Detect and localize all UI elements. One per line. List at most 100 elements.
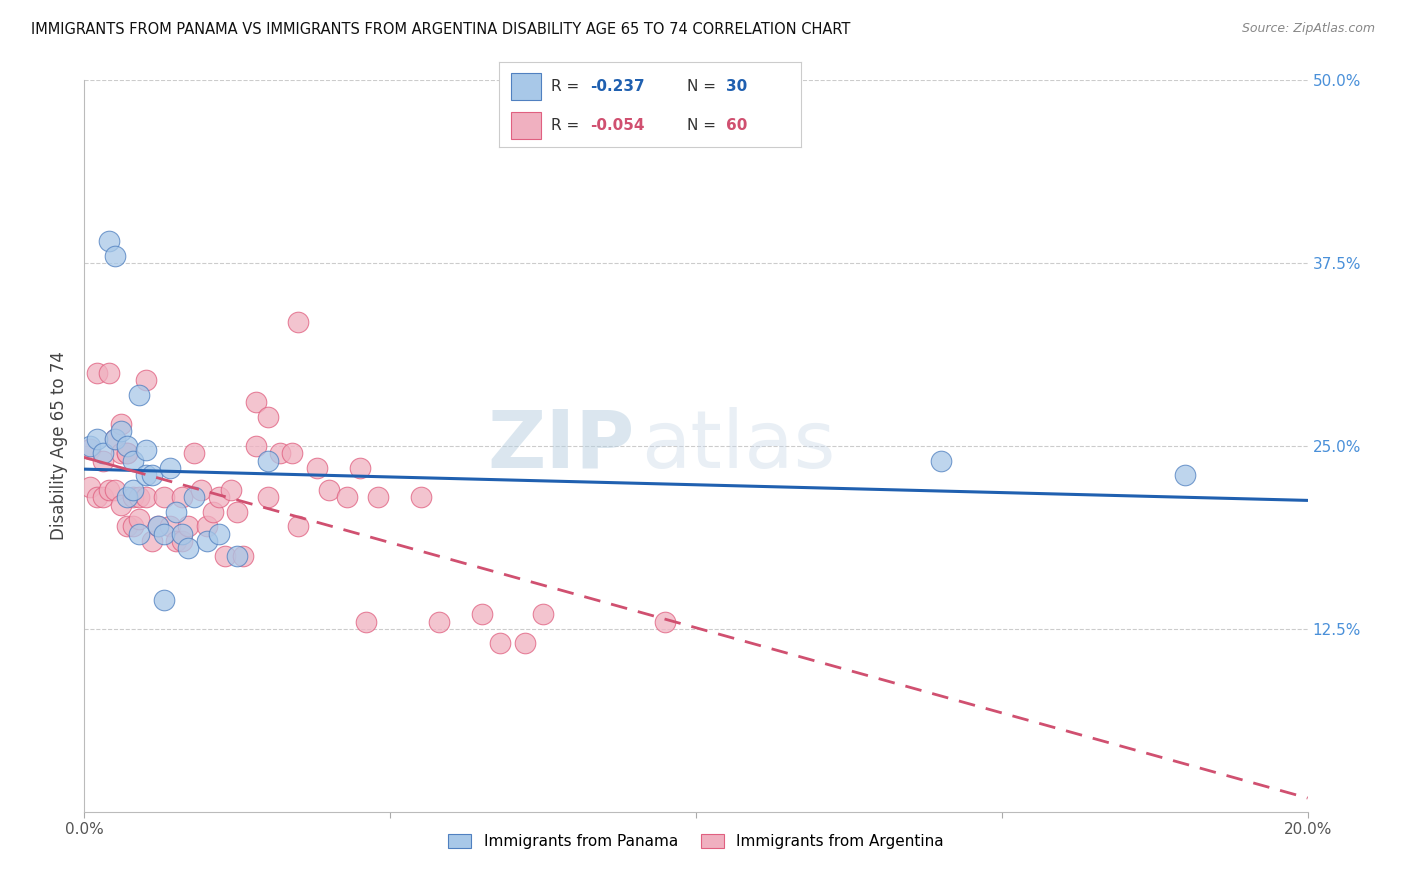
Point bbox=[128, 490, 150, 504]
Point bbox=[122, 519, 145, 533]
Point bbox=[513, 636, 536, 650]
Point bbox=[281, 446, 304, 460]
Point bbox=[172, 534, 194, 549]
Point bbox=[110, 425, 132, 439]
Point bbox=[245, 439, 267, 453]
Text: IMMIGRANTS FROM PANAMA VS IMMIGRANTS FROM ARGENTINA DISABILITY AGE 65 TO 74 CORR: IMMIGRANTS FROM PANAMA VS IMMIGRANTS FRO… bbox=[31, 22, 851, 37]
Point bbox=[91, 453, 114, 467]
Point bbox=[153, 490, 176, 504]
Point bbox=[91, 490, 114, 504]
Text: ZIP: ZIP bbox=[488, 407, 636, 485]
Point bbox=[349, 461, 371, 475]
Point bbox=[287, 315, 309, 329]
Point bbox=[97, 234, 120, 248]
FancyBboxPatch shape bbox=[512, 112, 541, 139]
Text: R =: R = bbox=[551, 78, 583, 94]
Point bbox=[201, 505, 224, 519]
Point bbox=[208, 526, 231, 541]
Point bbox=[86, 490, 108, 504]
Point bbox=[159, 461, 181, 475]
Legend: Immigrants from Panama, Immigrants from Argentina: Immigrants from Panama, Immigrants from … bbox=[443, 828, 949, 855]
Point bbox=[471, 607, 494, 622]
Point bbox=[141, 468, 163, 483]
Point bbox=[104, 483, 127, 497]
Text: Source: ZipAtlas.com: Source: ZipAtlas.com bbox=[1241, 22, 1375, 36]
Point bbox=[79, 480, 101, 494]
Point bbox=[305, 461, 328, 475]
Point bbox=[427, 615, 450, 629]
Point bbox=[110, 498, 132, 512]
Point bbox=[115, 490, 138, 504]
Text: 60: 60 bbox=[725, 118, 747, 133]
Point bbox=[257, 409, 280, 424]
Point bbox=[214, 549, 236, 563]
Text: -0.054: -0.054 bbox=[591, 118, 644, 133]
Point bbox=[195, 534, 218, 549]
Point bbox=[654, 615, 676, 629]
Point bbox=[177, 519, 200, 533]
Point bbox=[135, 443, 157, 458]
Point bbox=[183, 446, 205, 460]
Text: 30: 30 bbox=[725, 78, 747, 94]
Point bbox=[245, 395, 267, 409]
Point bbox=[153, 592, 176, 607]
Point bbox=[269, 446, 291, 460]
Point bbox=[367, 490, 389, 504]
Point bbox=[183, 490, 205, 504]
Point bbox=[122, 490, 145, 504]
Text: atlas: atlas bbox=[641, 407, 835, 485]
Point bbox=[226, 505, 249, 519]
Point bbox=[257, 453, 280, 467]
Point bbox=[115, 519, 138, 533]
Text: N =: N = bbox=[686, 78, 720, 94]
Point bbox=[146, 519, 169, 533]
Point bbox=[190, 483, 212, 497]
Point bbox=[86, 432, 108, 446]
Point bbox=[336, 490, 359, 504]
Point bbox=[159, 519, 181, 533]
Point bbox=[115, 439, 138, 453]
Point bbox=[115, 446, 138, 460]
Text: -0.237: -0.237 bbox=[591, 78, 644, 94]
Point bbox=[354, 615, 377, 629]
Text: R =: R = bbox=[551, 118, 583, 133]
Point bbox=[104, 432, 127, 446]
Point bbox=[287, 519, 309, 533]
Point bbox=[172, 526, 194, 541]
Point bbox=[165, 534, 187, 549]
Point bbox=[318, 483, 340, 497]
Point bbox=[172, 490, 194, 504]
Point bbox=[97, 483, 120, 497]
Point bbox=[146, 519, 169, 533]
Point bbox=[79, 442, 101, 456]
Point bbox=[165, 505, 187, 519]
Point bbox=[79, 439, 101, 453]
Point bbox=[104, 432, 127, 446]
Text: N =: N = bbox=[686, 118, 720, 133]
Point bbox=[135, 490, 157, 504]
Point bbox=[153, 526, 176, 541]
Point bbox=[177, 541, 200, 556]
Point bbox=[135, 373, 157, 387]
Y-axis label: Disability Age 65 to 74: Disability Age 65 to 74 bbox=[51, 351, 69, 541]
Point bbox=[128, 526, 150, 541]
Point bbox=[489, 636, 512, 650]
Point bbox=[110, 446, 132, 460]
Point bbox=[409, 490, 432, 504]
Point bbox=[226, 549, 249, 563]
Point bbox=[97, 366, 120, 380]
Point bbox=[128, 388, 150, 402]
Point bbox=[195, 519, 218, 533]
Point bbox=[115, 446, 138, 460]
Point bbox=[135, 468, 157, 483]
Point bbox=[128, 512, 150, 526]
Point bbox=[86, 366, 108, 380]
Point bbox=[110, 417, 132, 431]
Point bbox=[122, 453, 145, 467]
Point bbox=[104, 249, 127, 263]
Point bbox=[208, 490, 231, 504]
Point bbox=[929, 453, 952, 467]
Point bbox=[141, 534, 163, 549]
Point bbox=[91, 446, 114, 460]
Point bbox=[219, 483, 242, 497]
